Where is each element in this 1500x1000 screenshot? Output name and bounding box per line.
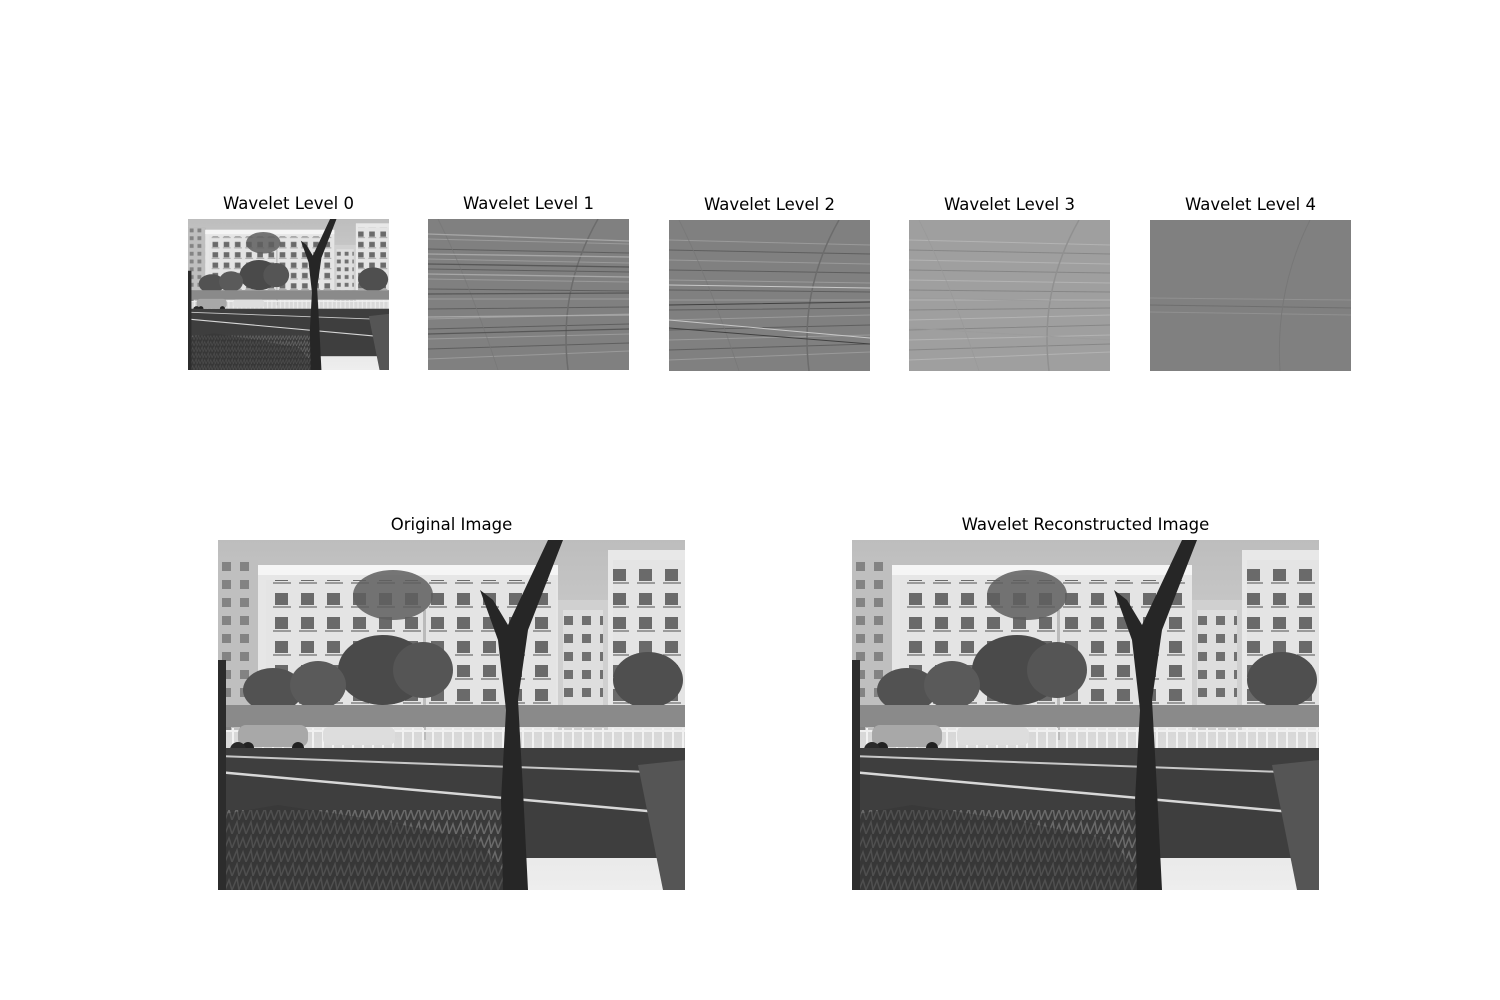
wavelet-level-4-title: Wavelet Level 4 [1184, 195, 1317, 214]
wavelet-level-0-title: Wavelet Level 0 [222, 194, 355, 213]
wavelet-level-4-image [1150, 220, 1351, 371]
original-image [218, 540, 685, 890]
reconstructed-image-panel: Wavelet Reconstructed Image [852, 514, 1319, 890]
wavelet-level-1-image [428, 219, 629, 370]
wavelet-level-3-panel: Wavelet Level 3 [909, 195, 1110, 371]
wavelet-level-4-panel: Wavelet Level 4 [1150, 195, 1351, 371]
wavelet-level-1-panel: Wavelet Level 1 [428, 194, 629, 371]
original-image-title: Original Image [390, 515, 513, 534]
original-image-panel: Original Image [218, 514, 685, 890]
wavelet-level-0-image [188, 219, 389, 370]
wavelet-level-2-title: Wavelet Level 2 [703, 195, 836, 214]
wavelet-level-2-image [669, 220, 870, 371]
wavelet-level-3-title: Wavelet Level 3 [943, 195, 1076, 214]
reconstructed-image [852, 540, 1319, 890]
wavelet-level-3-image [909, 220, 1110, 371]
reconstructed-image-title: Wavelet Reconstructed Image [961, 515, 1210, 534]
wavelet-level-0-panel: Wavelet Level 0 [188, 194, 389, 371]
wavelet-level-1-title: Wavelet Level 1 [462, 194, 595, 213]
wavelet-level-2-panel: Wavelet Level 2 [669, 195, 870, 371]
